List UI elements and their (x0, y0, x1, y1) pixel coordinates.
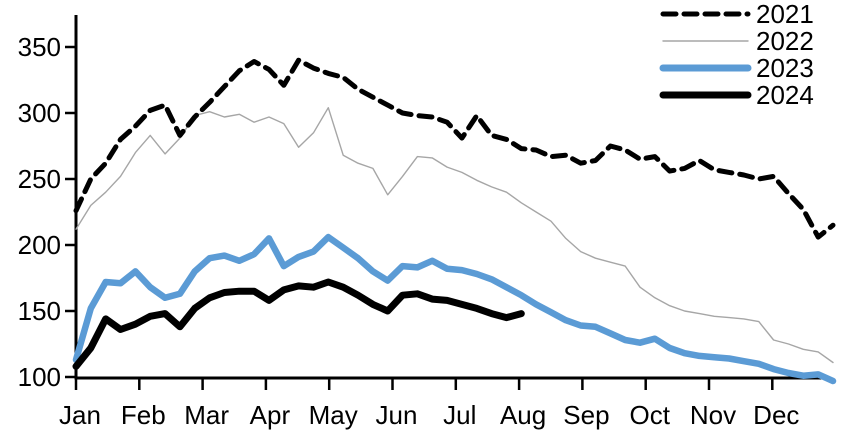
x-tick-label: Apr (250, 400, 291, 430)
x-tick-label: Jun (376, 400, 418, 430)
legend-label-2023: 2023 (756, 53, 814, 83)
x-tick-label: Oct (629, 400, 670, 430)
x-tick-label: Aug (500, 400, 546, 430)
y-tick-label: 150 (18, 296, 61, 326)
y-tick-label: 200 (18, 230, 61, 260)
y-tick-label: 100 (18, 362, 61, 392)
legend-label-2021: 2021 (756, 0, 814, 29)
x-tick-label: Nov (690, 400, 736, 430)
series-line-2021 (73, 57, 836, 240)
x-tick-label: Jul (443, 400, 476, 430)
x-tick-label: Jan (59, 400, 101, 430)
legend-label-2022: 2022 (756, 26, 814, 56)
x-tick-label: Dec (753, 400, 799, 430)
y-tick-label: 350 (18, 32, 61, 62)
x-tick-label: Feb (121, 400, 166, 430)
x-tick-label: May (309, 400, 358, 430)
y-tick-label: 300 (18, 98, 61, 128)
series-line-2023 (72, 233, 837, 385)
y-tick-label: 250 (18, 164, 61, 194)
legend-label-2024: 2024 (756, 80, 814, 110)
series-line-2022 (75, 106, 834, 364)
x-tick-label: Mar (184, 400, 229, 430)
x-tick-label: Sep (563, 400, 609, 430)
series-line-2024 (72, 278, 525, 370)
